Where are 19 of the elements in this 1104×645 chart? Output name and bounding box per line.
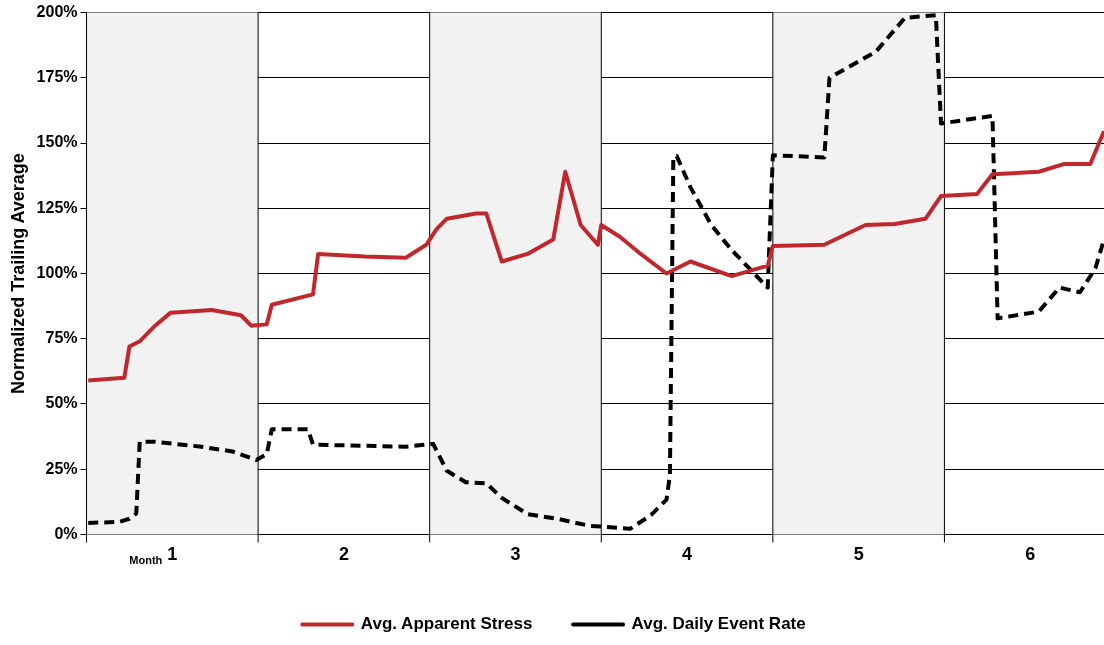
y-tick-label: 75% [45,329,78,347]
y-tick-label: 200% [36,3,78,21]
x-tick-label: 3 [510,544,521,565]
y-tick-label: 150% [36,133,78,151]
legend-label: Avg. Daily Event Rate [631,614,806,634]
text: Month [129,554,163,567]
x-tick-label: 6 [1025,544,1036,565]
x-tick-label: 4 [682,544,693,565]
legend-label: Avg. Apparent Stress [360,614,533,634]
y-tick-label: 175% [36,68,78,86]
x-tick-label: 1 [167,544,178,565]
x-tick-label: 5 [853,544,864,565]
y-tick-label: 100% [36,263,78,281]
x-tick-label: 2 [338,544,349,565]
y-tick-label: 125% [36,198,78,216]
y-axis-title: Normalized Trailing Average [7,153,28,394]
y-tick-label: 50% [45,394,78,412]
y-tick-label: 25% [45,459,78,477]
y-tick-label: 0% [54,524,78,542]
